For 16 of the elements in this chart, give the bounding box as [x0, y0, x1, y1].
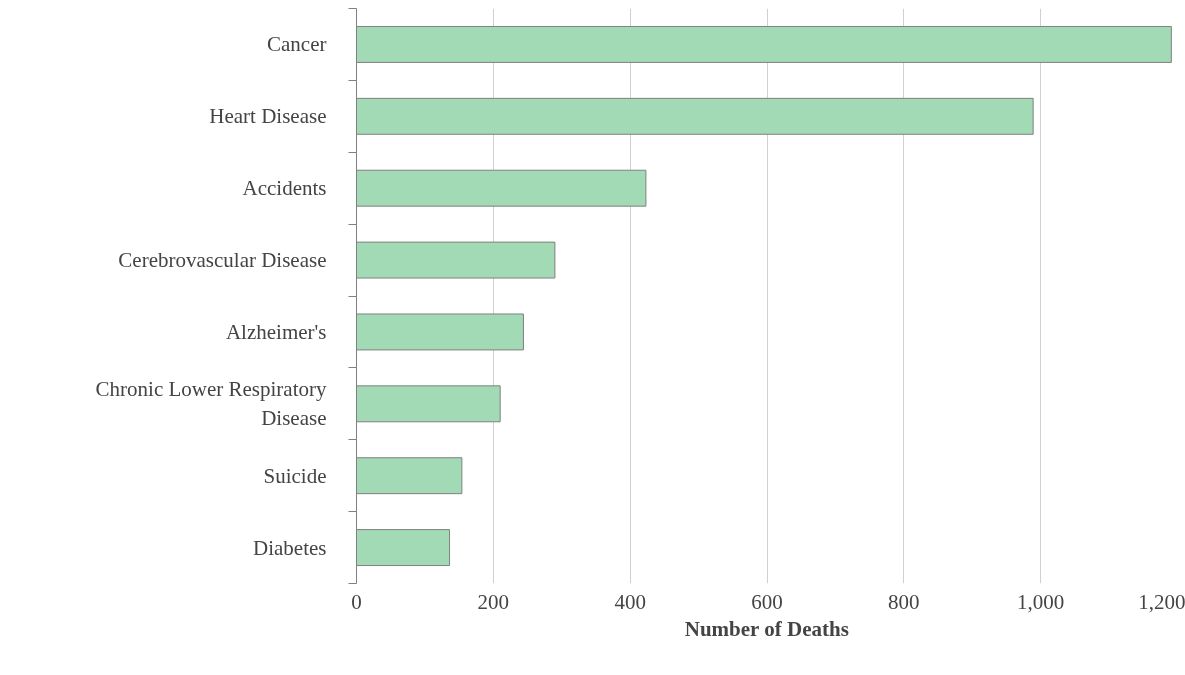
y-tick-label: Diabetes: [253, 535, 327, 560]
x-tick-label: 1,200: [1138, 589, 1185, 614]
y-tick-label: Cerebrovascular Disease: [118, 248, 327, 273]
x-tick-label: 800: [888, 589, 920, 614]
x-tick-label: 1,000: [1017, 589, 1065, 614]
y-tick-label: Cancer: [267, 32, 327, 57]
y-tick-label: Accidents: [242, 176, 327, 201]
y-tick-label: Suicide: [263, 463, 327, 488]
x-tick-label: 600: [751, 589, 783, 614]
y-tick-label: Alzheimer's: [225, 319, 327, 344]
y-tick-label: Heart Disease: [209, 104, 327, 129]
x-axis-title: Number of Deaths: [684, 616, 849, 641]
x-tick-label: 0: [351, 589, 362, 614]
x-tick-label: 200: [477, 589, 510, 614]
x-tick-label: 400: [614, 589, 646, 614]
y-tick-label: Chronic Lower Respiratory Disease: [95, 377, 327, 431]
